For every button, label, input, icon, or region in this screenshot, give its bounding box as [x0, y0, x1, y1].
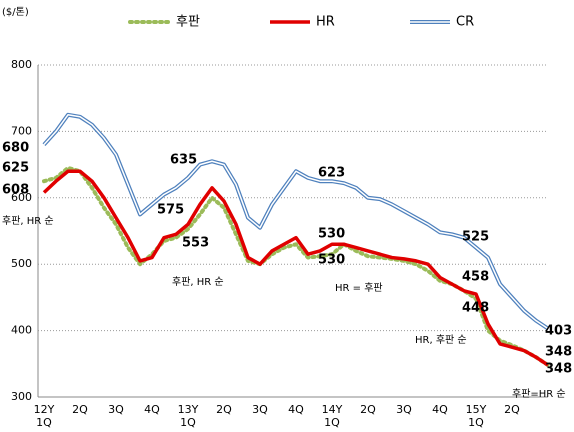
- annotation: 608: [2, 183, 29, 198]
- x-tick-label: 3Q: [108, 403, 124, 416]
- y-tick-label: 300: [11, 390, 32, 403]
- annotation: 후판, HR 순: [2, 215, 54, 227]
- x-tick-label: 14Y 1Q: [322, 403, 343, 429]
- annotation: 403: [545, 324, 572, 339]
- x-tick-label: 4Q: [144, 403, 160, 416]
- x-tick-label: 4Q: [288, 403, 304, 416]
- x-tick-label: 12Y 1Q: [34, 403, 55, 429]
- x-tick-label: 3Q: [252, 403, 268, 416]
- annotation: 530: [318, 227, 345, 242]
- legend-label: HR: [316, 15, 335, 30]
- annotation: 625: [2, 161, 29, 176]
- series-line-inner: [43, 114, 549, 330]
- x-tick-label: 13Y 1Q: [178, 403, 199, 429]
- x-tick-label: 2Q: [360, 403, 376, 416]
- annotation: 680: [2, 141, 29, 156]
- legend-label: CR: [456, 15, 474, 30]
- series-line: [42, 169, 549, 367]
- x-tick-label: 2Q: [216, 403, 232, 416]
- x-tick-label: 3Q: [396, 403, 412, 416]
- y-tick-label: 400: [11, 324, 32, 337]
- annotation: 후판=HR 순: [512, 388, 566, 400]
- annotation: 348: [545, 362, 572, 377]
- annotation: 623: [318, 166, 345, 181]
- annotation: 530: [318, 253, 345, 268]
- x-tick-label: 4Q: [432, 403, 448, 416]
- x-tick-label: 2Q: [72, 403, 88, 416]
- annotation: 458: [462, 270, 489, 285]
- annotation: HR, 후판 순: [415, 334, 467, 346]
- x-tick-label: 15Y 1Q: [466, 403, 487, 429]
- legend-label: 후판: [176, 15, 200, 30]
- annotation: HR = 후판: [335, 282, 383, 294]
- y-tick-label: 800: [11, 58, 32, 71]
- y-tick-label: 700: [11, 124, 32, 137]
- y-tick-label: 500: [11, 257, 32, 270]
- annotation: 448: [462, 301, 489, 316]
- annotation: 525: [462, 230, 489, 245]
- annotation: 635: [170, 153, 197, 168]
- y-tick-label: 600: [11, 191, 32, 204]
- annotation: 후판, HR 순: [172, 276, 224, 288]
- annotation: 575: [157, 203, 184, 218]
- x-tick-label: 2Q: [504, 403, 520, 416]
- annotation: 553: [182, 236, 209, 251]
- annotation: 348: [545, 345, 572, 360]
- y-unit: ($/톤): [2, 6, 29, 18]
